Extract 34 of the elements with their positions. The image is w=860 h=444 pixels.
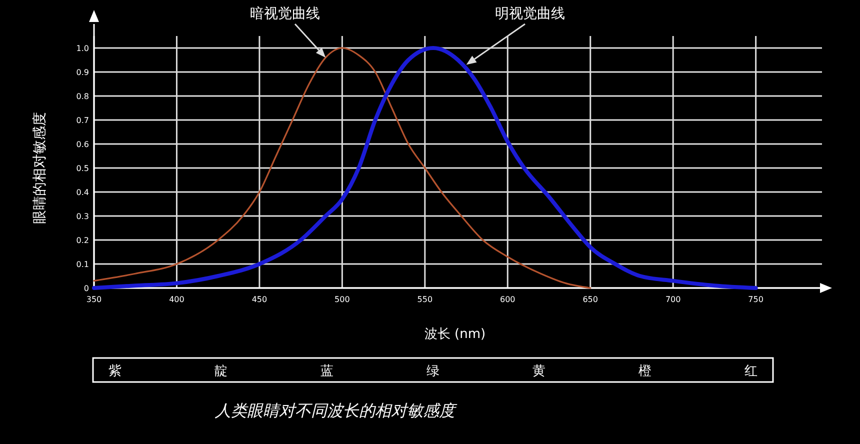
x-tick-label: 650 bbox=[582, 295, 598, 304]
text: 红 bbox=[744, 364, 758, 379]
y-tick-label: 0.6 bbox=[76, 140, 89, 149]
y-tick-label: 0.3 bbox=[76, 212, 89, 221]
text: 明视觉曲线 bbox=[495, 6, 565, 22]
x-axis-title: 波长 (nm) bbox=[424, 327, 486, 342]
y-tick-label: 0.2 bbox=[76, 236, 89, 245]
y-tick-label: 0 bbox=[84, 284, 89, 293]
y-tick-label: 0.1 bbox=[76, 260, 89, 269]
y-tick-label: 0.5 bbox=[76, 164, 89, 173]
y-tick-label: 0.4 bbox=[76, 188, 89, 197]
line-series bbox=[92, 46, 758, 290]
x-tick-label: 700 bbox=[665, 295, 681, 304]
y-tick-label: 1.0 bbox=[76, 44, 89, 53]
text: 靛 bbox=[214, 364, 228, 379]
text: 人类眼睛对不同波长的相对敏感度 bbox=[214, 401, 458, 420]
x-tick-label: 400 bbox=[169, 295, 184, 304]
y-tick-label: 0.8 bbox=[76, 92, 89, 101]
text: 橙 bbox=[638, 364, 652, 379]
text: 暗视觉曲线 bbox=[250, 6, 320, 22]
x-tick-label: 350 bbox=[86, 295, 102, 304]
text: 黄 bbox=[532, 364, 546, 379]
text: 紫 bbox=[108, 364, 122, 379]
y-axis-title: 眼睛的相对敏感度 bbox=[32, 112, 48, 224]
x-tick-label: 450 bbox=[252, 295, 268, 304]
x-tick-label: 750 bbox=[748, 295, 764, 304]
y-tick-label: 0.9 bbox=[76, 68, 89, 77]
x-tick-label: 550 bbox=[417, 295, 433, 304]
text: 蓝 bbox=[320, 364, 334, 379]
text: 绿 bbox=[426, 364, 440, 379]
y-tick-label: 0.7 bbox=[76, 116, 89, 125]
x-tick-label: 500 bbox=[334, 295, 350, 304]
x-tick-label: 600 bbox=[500, 295, 516, 304]
line-series bbox=[93, 47, 592, 289]
